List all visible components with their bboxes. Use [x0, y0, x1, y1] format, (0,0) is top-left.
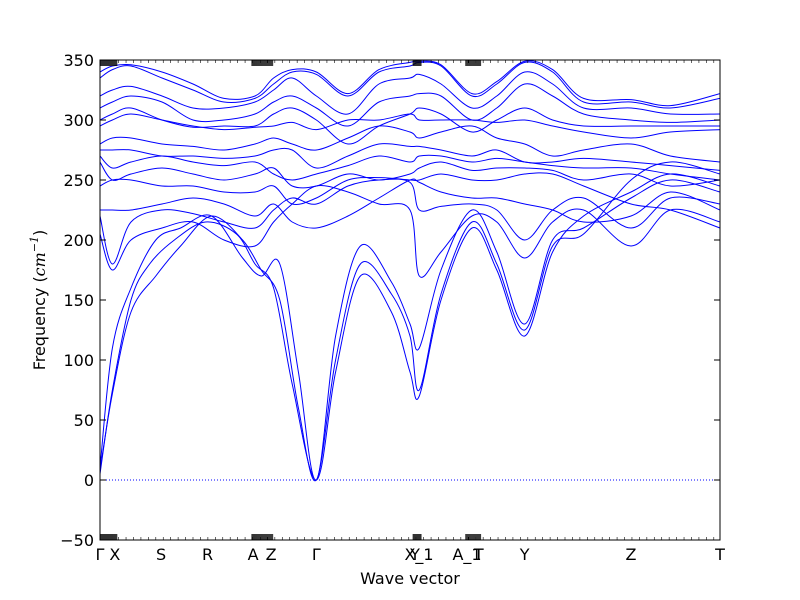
y-tick-label: 250: [63, 171, 94, 190]
band-line-1: [100, 173, 720, 481]
x-tick-label: T: [714, 545, 725, 564]
y-tick-label: 150: [63, 291, 94, 310]
band-line-7: [100, 172, 720, 229]
band-line-17: [100, 60, 720, 107]
band-line-15: [100, 71, 720, 115]
x-tick-label: S: [156, 545, 166, 564]
x-tick-label: A: [248, 545, 259, 564]
x-axis-title: Wave vector: [360, 569, 460, 588]
band-line-6: [100, 178, 720, 229]
band-line-4: [100, 185, 720, 278]
x-tick-label: Z: [266, 545, 277, 564]
x-tick-label: Γ: [96, 545, 105, 564]
band-line-14: [100, 83, 720, 127]
y-axis-title-close: ): [30, 230, 49, 236]
band-line-12: [100, 113, 720, 139]
y-tick-label: −50: [60, 531, 94, 550]
x-tick-label: X: [109, 545, 120, 564]
y-axis-title-text: Frequency (: [30, 276, 49, 370]
band-line-16: [100, 61, 720, 109]
x-tick-label: A_1: [452, 545, 481, 565]
x-axis: Γ X S R A Z Γ YX_1 A_1T Y Z T: [96, 60, 725, 565]
band-line-8: [100, 161, 720, 189]
band-line-9: [100, 154, 720, 181]
x-tick-label: Z: [626, 545, 637, 564]
y-axis-title-exp: −1: [28, 236, 41, 252]
y-axis-title-unit: cm: [30, 252, 49, 276]
band-lines: [100, 60, 720, 482]
band-line-11: [100, 125, 720, 163]
x-tick-label: Y: [519, 545, 530, 564]
y-tick-label: 350: [63, 51, 94, 70]
x-tick-label: R: [202, 545, 213, 564]
x-tick-label: X_1: [404, 545, 433, 565]
y-tick-label: 300: [63, 111, 94, 130]
band-line-2: [100, 161, 720, 482]
x-tick-label: T: [473, 545, 484, 564]
x-tick-label: Y: [409, 545, 420, 564]
y-tick-label: 200: [63, 231, 94, 250]
y-tick-label: 100: [63, 351, 94, 370]
band-line-3: [100, 179, 720, 481]
x-tick-label: Γ: [312, 545, 321, 564]
y-tick-label: 0: [84, 471, 94, 490]
band-line-10: [100, 143, 720, 171]
band-line-13: [100, 107, 720, 145]
y-axis-title: Frequency (cm−1): [28, 230, 49, 371]
y-tick-label: 50: [74, 411, 94, 430]
